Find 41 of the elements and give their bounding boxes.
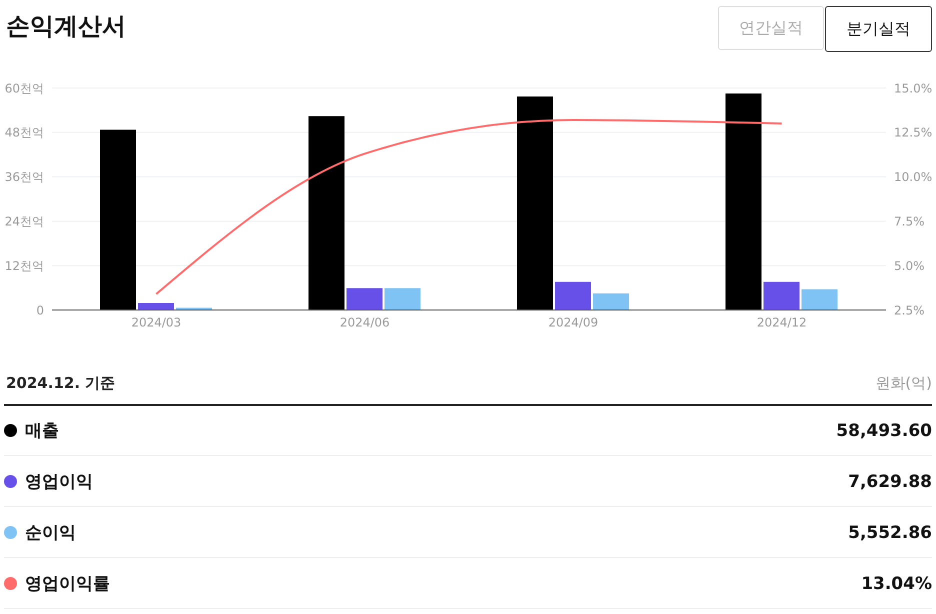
x-tick-label: 2024/03 [131,316,182,330]
text: 5,552.86 [848,522,932,542]
line-series [155,118,783,296]
bar [100,130,136,310]
y2-tick-label: 12.5% [894,126,932,140]
legend-label: 영업이익률 [25,573,110,595]
y-tick-label: 0 [36,303,44,318]
text: 연간실적 [718,6,824,50]
y2-tick-label: 5.0% [894,258,924,273]
bar [517,96,553,310]
text: 13.04% [861,574,932,594]
y2-tick-label: 10.0% [894,170,932,184]
bar [308,116,344,310]
x-tick-label: 2024/06 [340,316,390,330]
legend-label: 매출 [25,420,59,442]
legend-label: 순이익 [25,522,76,544]
y2-tick-label: 15.0% [894,81,932,96]
x-tick-label: 2024/12 [756,316,807,330]
bar [384,288,420,310]
bar [726,94,762,310]
bar [555,282,591,310]
x-tick-label: 2024/09 [548,316,598,330]
y-tick-label: 12천억 [4,258,44,273]
y-tick-label: 36천억 [4,170,44,184]
y2-tick-label: 7.5% [894,214,924,228]
text: 58,493.60 [836,420,932,440]
text: 원화(억) [875,374,932,393]
text: 7,629.88 [848,472,932,492]
legend-label: 영업이익 [25,471,93,493]
bar [138,302,174,310]
y-tick-label: 24천억 [4,214,44,228]
text: 분기실적 [825,6,932,52]
bar [802,289,838,310]
y-tick-label: 48천억 [4,126,44,140]
bar [346,288,382,310]
y2-tick-label: 2.5% [894,303,924,318]
y-tick-label: 60천억 [4,81,44,96]
bar [593,293,629,310]
chart-title: 손익계산서 [6,11,126,42]
bar [764,282,800,310]
text: 2024.12. 기준 [6,374,116,393]
